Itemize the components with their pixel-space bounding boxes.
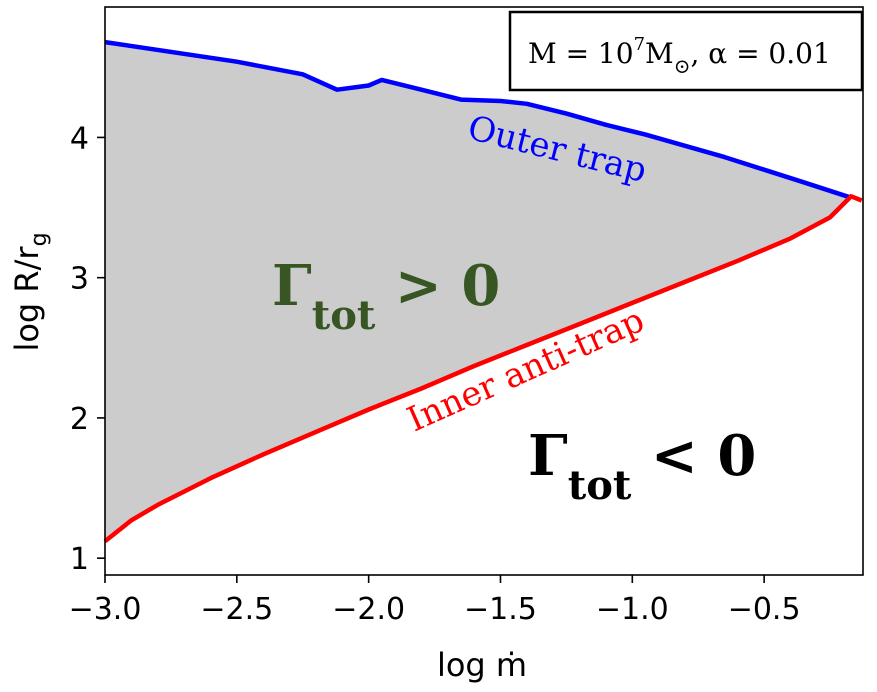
svg-text:log R/rg: log R/rg xyxy=(8,232,52,351)
negative-gamma-subscript: tot xyxy=(568,462,632,509)
outer-trap-line xyxy=(104,39,852,200)
x-axis-label: log ṁ xyxy=(437,646,527,684)
y-axis-label-group: log R/rg xyxy=(8,232,52,351)
param-mass-symbol: M xyxy=(645,37,674,70)
y-tick-label: 2 xyxy=(70,402,89,437)
positive-gamma-region xyxy=(105,42,862,542)
plot-frame xyxy=(104,6,864,576)
x-axis-ticks: −3.0 −2.5 −2.0 −1.5 −1.0 −0.5 xyxy=(69,575,801,627)
param-sun-subscript: ⊙ xyxy=(674,54,691,78)
negative-gamma-symbol: Γ xyxy=(528,423,568,489)
y-tick-label: 4 xyxy=(70,121,89,156)
x-tick-label: −2.0 xyxy=(332,592,405,627)
inner-anti-trap-line xyxy=(103,194,863,544)
y-axis-ticks: 1 2 3 4 xyxy=(70,121,105,577)
x-tick-label: −3.0 xyxy=(69,592,142,627)
param-prefix: M = 10 xyxy=(528,37,634,70)
y-axis-label-subscript: g xyxy=(27,232,52,246)
y-axis-label: log R/r xyxy=(8,246,46,352)
x-tick-label: −0.5 xyxy=(728,592,801,627)
y-tick-label: 3 xyxy=(70,262,89,297)
x-tick-label: −1.5 xyxy=(464,592,537,627)
positive-gamma-relation: > 0 xyxy=(375,253,500,319)
x-tick-label: −2.5 xyxy=(200,592,273,627)
negative-gamma-relation: < 0 xyxy=(631,423,756,489)
svg-text:M = 107M⊙, α = 0.01: M = 107M⊙, α = 0.01 xyxy=(528,34,831,78)
positive-gamma-subscript: tot xyxy=(312,292,376,339)
positive-gamma-symbol: Γ xyxy=(272,253,312,319)
negative-region-label: Γtot < 0 xyxy=(528,423,756,509)
y-tick-label: 1 xyxy=(70,542,89,577)
parameter-box: M = 107M⊙, α = 0.01 xyxy=(508,10,864,92)
param-exponent: 7 xyxy=(634,34,645,55)
positive-region-label: Γtot > 0 xyxy=(272,253,500,339)
param-suffix: , α = 0.01 xyxy=(690,37,830,70)
x-tick-label: −1.0 xyxy=(596,592,669,627)
